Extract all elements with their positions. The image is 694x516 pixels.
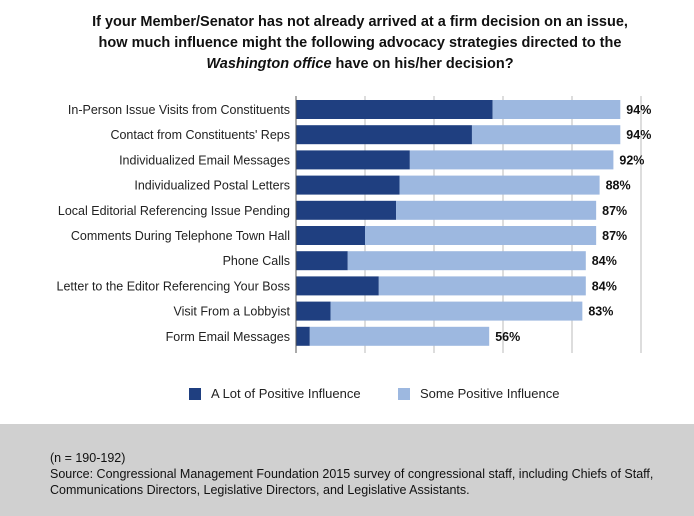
category-label: Individualized Postal Letters <box>134 179 290 193</box>
title-italic: Washington office <box>206 56 332 72</box>
total-label: 92% <box>619 153 644 167</box>
category-label: Letter to the Editor Referencing Your Bo… <box>57 279 290 293</box>
total-label: 84% <box>592 279 617 293</box>
source-footer: (n = 190-192) Source: Congressional Mana… <box>0 424 694 516</box>
total-label: 56% <box>495 330 520 344</box>
bar-a-lot <box>296 150 410 170</box>
total-label: 87% <box>602 229 627 243</box>
legend-label-some: Some Positive Influence <box>420 386 560 401</box>
total-label: 87% <box>602 204 627 218</box>
bar-a-lot <box>296 226 365 245</box>
bar-some <box>399 175 600 195</box>
bar-some <box>347 251 586 271</box>
legend-label-a-lot: A Lot of Positive Influence <box>211 386 361 401</box>
category-label: Local Editorial Referencing Issue Pendin… <box>58 204 290 218</box>
bar-a-lot <box>296 276 379 296</box>
total-label: 94% <box>626 128 651 142</box>
sample-size-note: (n = 190-192) <box>50 451 126 465</box>
bar-a-lot <box>296 251 348 271</box>
title-line-2: how much influence might the following a… <box>98 35 622 51</box>
title-line-3: Washington office have on his/her decisi… <box>60 54 660 75</box>
bar-a-lot <box>296 301 331 321</box>
bar-some <box>309 326 490 346</box>
legend-swatch-dark <box>189 387 201 400</box>
category-label: Comments During Telephone Town Hall <box>71 229 290 243</box>
legend: A Lot of Positive Influence Some Positiv… <box>0 386 694 406</box>
chart-title: If your Member/Senator has not already a… <box>60 12 660 75</box>
bar-a-lot <box>296 125 472 145</box>
category-label: In-Person Issue Visits from Constituents <box>68 103 290 117</box>
category-label: Form Email Messages <box>166 330 290 344</box>
category-label: Visit From a Lobbyist <box>174 305 291 319</box>
bar-a-lot <box>296 175 400 195</box>
bar-some <box>378 276 586 296</box>
total-label: 83% <box>588 305 613 319</box>
bar-chart: In-Person Issue Visits from Constituents… <box>57 96 651 353</box>
legend-swatch-light <box>398 387 410 400</box>
bar-some <box>492 100 621 119</box>
bar-a-lot <box>296 200 397 220</box>
bar-some <box>396 200 597 220</box>
bar-some <box>409 150 614 170</box>
category-label: Contact from Constituents' Reps <box>110 128 290 142</box>
total-label: 84% <box>592 254 617 268</box>
title-line-3-rest: have on his/her decision? <box>331 56 514 72</box>
bar-some <box>330 301 583 321</box>
source-note: Source: Congressional Management Foundat… <box>50 467 654 497</box>
category-label: Individualized Email Messages <box>119 153 290 167</box>
bar-a-lot <box>296 326 310 346</box>
legend-item-some: Some Positive Influence <box>398 386 559 401</box>
legend-item-a-lot: A Lot of Positive Influence <box>189 386 361 401</box>
bar-a-lot <box>296 100 493 119</box>
total-label: 88% <box>606 179 631 193</box>
total-label: 94% <box>626 103 651 117</box>
category-label: Phone Calls <box>223 254 290 268</box>
bar-some <box>365 226 597 245</box>
bar-some <box>471 125 621 145</box>
title-line-1: If your Member/Senator has not already a… <box>92 14 628 30</box>
